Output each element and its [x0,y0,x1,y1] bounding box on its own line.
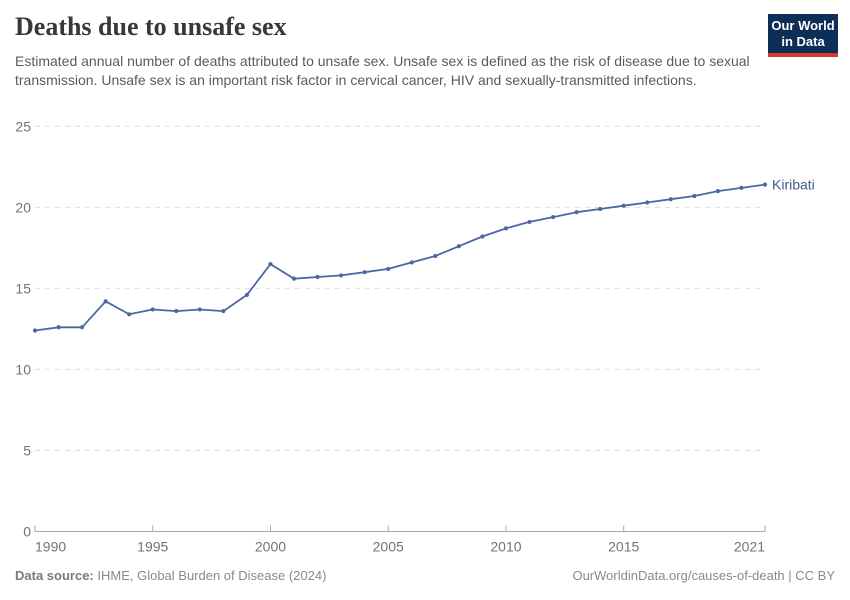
y-tick-label: 25 [15,118,31,134]
data-point-2009[interactable] [480,234,485,239]
data-point-2002[interactable] [315,274,320,280]
data-point-1994[interactable] [127,312,132,317]
data-point-2004[interactable] [362,270,367,275]
series-end-label[interactable]: Kiribati [772,177,815,193]
x-tick-label: 2015 [608,539,639,555]
owid-logo-line2: in Data [781,34,825,49]
data-source-label: Data source: [15,568,94,583]
data-point-2018[interactable] [692,193,697,199]
data-point-2006[interactable] [409,260,414,265]
data-point-2000[interactable] [268,261,273,267]
data-point-1995[interactable] [150,307,155,312]
data-point-2017[interactable] [668,197,673,202]
x-tick-label: 2000 [255,539,286,555]
data-point-1999[interactable] [244,292,250,297]
x-tick-label: 2010 [490,539,521,555]
data-source-value: IHME, Global Burden of Disease (2024) [93,568,327,583]
data-point-2011[interactable] [527,219,532,225]
data-point-2005[interactable] [386,266,391,272]
data-point-1996[interactable] [174,308,179,314]
data-point-2020[interactable] [739,185,744,190]
data-point-2019[interactable] [715,189,721,194]
y-tick-label: 20 [15,199,31,215]
data-point-1992[interactable] [79,325,85,330]
data-point-2008[interactable] [456,244,461,249]
license-link[interactable]: OurWorldinData.org/causes-of-death | CC … [572,568,835,583]
data-point-2015[interactable] [621,203,626,208]
data-source-text: Data source: IHME, Global Burden of Dise… [15,568,326,583]
chart-footer: Data source: IHME, Global Burden of Dise… [15,568,835,583]
page-title: Deaths due to unsafe sex [15,12,287,41]
data-point-2013[interactable] [574,210,579,215]
x-tick-label: 2021 [734,539,765,555]
x-tick-label: 2005 [373,539,404,555]
data-point-1998[interactable] [221,308,226,314]
data-point-1993[interactable] [103,299,108,304]
data-point-2010[interactable] [503,226,509,231]
owid-logo-line1: Our World [771,18,835,33]
data-point-2021[interactable] [762,182,768,187]
y-tick-label: 0 [23,524,31,540]
data-point-2003[interactable] [339,273,344,278]
data-point-2016[interactable] [645,200,650,205]
data-point-1990[interactable] [32,328,38,333]
y-tick-label: 10 [15,361,31,377]
chart-header: Deaths due to unsafe sex Estimated annua… [15,12,755,90]
owid-logo[interactable]: Our World in Data [768,14,838,57]
data-point-2001[interactable] [291,276,297,281]
line-chart-plot-area[interactable]: 0 5 10 15 20 25 1990 1995 2000 2005 2010 2015 2021 Ki… [0,0,850,565]
series-line-kiribati[interactable] [34,183,766,332]
data-point-2007[interactable] [433,253,438,259]
y-tick-label: 15 [15,280,31,296]
chart-subtitle: Estimated annual number of deaths attrib… [15,53,750,88]
y-tick-label: 5 [23,442,31,458]
data-point-2014[interactable] [598,206,603,212]
x-tick-label: 1990 [35,539,66,555]
data-point-1991[interactable] [56,325,61,330]
x-tick-label: 1995 [137,539,168,555]
data-point-1997[interactable] [197,307,202,312]
data-point-2012[interactable] [550,214,556,220]
